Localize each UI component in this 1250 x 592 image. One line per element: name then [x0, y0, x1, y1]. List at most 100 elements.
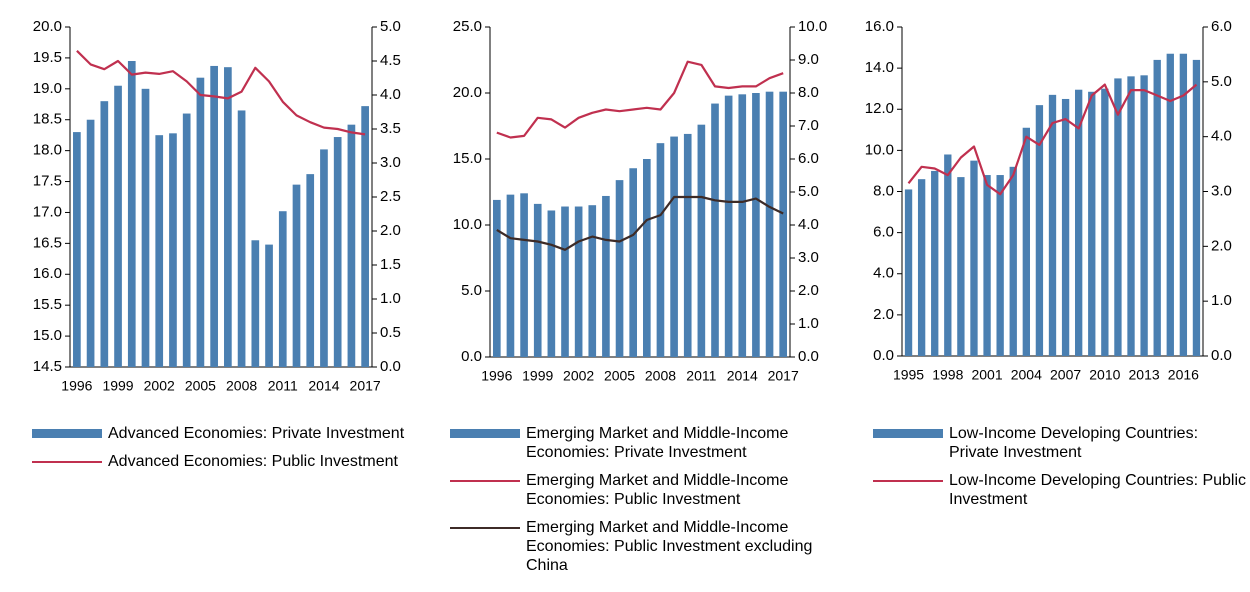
- x-tick-label: 1998: [932, 367, 963, 383]
- legend-entry: Low-Income Developing Countries: Public …: [873, 471, 1249, 509]
- bar: [561, 206, 569, 357]
- bar: [1061, 98, 1070, 356]
- x-tick-label: 2014: [727, 368, 758, 384]
- bar: [1048, 94, 1057, 356]
- bar: [1140, 75, 1148, 357]
- bar: [100, 101, 109, 367]
- bar: [141, 88, 150, 368]
- line: [907, 83, 1198, 196]
- x-tick-label: 2017: [350, 378, 381, 394]
- y2-tick-label: 5.0: [380, 18, 401, 35]
- y2-tick-label: 10.0: [798, 18, 827, 35]
- bar: [196, 77, 205, 367]
- bar: [127, 61, 136, 367]
- bar: [265, 244, 273, 367]
- bar: [320, 149, 328, 367]
- bar: [169, 133, 177, 367]
- x-tick-label: 2002: [144, 378, 175, 394]
- bar: [292, 184, 301, 367]
- bar: [1179, 53, 1188, 356]
- legend-entry: Emerging Market and Middle-Income Econom…: [450, 424, 856, 462]
- bar: [306, 174, 315, 367]
- y-tick-label: 15.5: [33, 296, 62, 313]
- legend-label: Advanced Economies: Private Investment: [108, 425, 405, 442]
- y-tick-label: 19.0: [33, 80, 62, 97]
- bar: [1114, 78, 1122, 356]
- x-tick-label: 1995: [893, 367, 924, 383]
- y-tick-label: 10.0: [865, 141, 894, 158]
- y-tick-label: 6.0: [873, 224, 894, 241]
- legend-swatch: [32, 452, 102, 471]
- bar: [182, 113, 191, 367]
- line: [76, 50, 366, 136]
- y-tick-label: 16.0: [33, 265, 62, 282]
- bar: [957, 177, 965, 356]
- y2-tick-label: 4.0: [798, 216, 819, 233]
- bar: [251, 240, 260, 367]
- line: [496, 195, 784, 251]
- bar: [73, 132, 81, 367]
- y-tick-label: 17.0: [33, 203, 62, 220]
- bar: [1101, 88, 1109, 356]
- bar: [588, 205, 597, 357]
- bar: [996, 175, 1004, 356]
- y-tick-label: 15.0: [33, 327, 62, 344]
- legend-label: Emerging Market and Middle-Income Econom…: [526, 472, 789, 508]
- legend-swatch-mark: [32, 429, 102, 438]
- bar: [917, 179, 926, 356]
- bar: [520, 193, 528, 357]
- y2-tick-label: 5.0: [1211, 73, 1232, 90]
- x-tick-label: 2002: [563, 368, 594, 384]
- bar: [1022, 127, 1030, 356]
- y-tick-label: 5.0: [461, 282, 482, 299]
- y-tick-label: 14.5: [33, 358, 62, 375]
- x-tick-label: 2001: [971, 367, 1002, 383]
- y-tick-label: 18.0: [33, 142, 62, 159]
- legend-entry: Advanced Economies: Private Investment: [32, 424, 448, 443]
- x-tick-label: 2005: [604, 368, 635, 384]
- bar: [155, 135, 164, 367]
- x-tick-label: 2013: [1129, 367, 1160, 383]
- bar: [983, 175, 991, 356]
- bar: [724, 95, 733, 357]
- y-tick-label: 20.0: [33, 18, 62, 35]
- x-tick-label: 2004: [1011, 367, 1042, 383]
- y2-tick-label: 8.0: [798, 84, 819, 101]
- y-tick-label: 25.0: [453, 18, 482, 35]
- legend-swatch: [873, 424, 943, 443]
- legend-swatch: [450, 424, 520, 443]
- y2-tick-label: 2.0: [1211, 237, 1232, 254]
- legend-label: Emerging Market and Middle-Income Econom…: [526, 425, 789, 461]
- y-tick-label: 15.0: [453, 150, 482, 167]
- y2-tick-label: 4.5: [380, 52, 401, 69]
- y-tick-label: 16.0: [865, 18, 894, 35]
- bar: [1166, 53, 1174, 356]
- bar: [347, 124, 356, 367]
- y2-tick-label: 5.0: [798, 183, 819, 200]
- bar: [670, 136, 678, 357]
- bar: [779, 91, 787, 358]
- x-tick-label: 1999: [522, 368, 553, 384]
- y2-tick-label: 0.5: [380, 324, 401, 341]
- y2-tick-label: 4.0: [1211, 128, 1232, 145]
- y2-tick-label: 2.0: [798, 282, 819, 299]
- y2-tick-label: 3.0: [798, 249, 819, 266]
- y2-tick-label: 4.0: [380, 86, 401, 103]
- y2-tick-label: 3.0: [1211, 182, 1232, 199]
- bar: [1153, 59, 1161, 357]
- x-tick-label: 2010: [1089, 367, 1120, 383]
- y2-tick-label: 6.0: [798, 150, 819, 167]
- x-tick-label: 2011: [686, 368, 716, 384]
- bar: [224, 67, 232, 367]
- bar: [1075, 89, 1083, 356]
- y2-tick-label: 6.0: [1211, 18, 1232, 35]
- legend-swatch: [450, 518, 520, 537]
- legend-entry: Emerging Market and Middle-Income Econom…: [450, 471, 856, 509]
- y2-tick-label: 1.0: [1211, 292, 1232, 309]
- bar: [533, 203, 542, 357]
- bar: [765, 91, 774, 358]
- bar: [931, 170, 939, 356]
- y-tick-label: 0.0: [461, 348, 482, 365]
- legend: Emerging Market and Middle-Income Econom…: [450, 424, 856, 575]
